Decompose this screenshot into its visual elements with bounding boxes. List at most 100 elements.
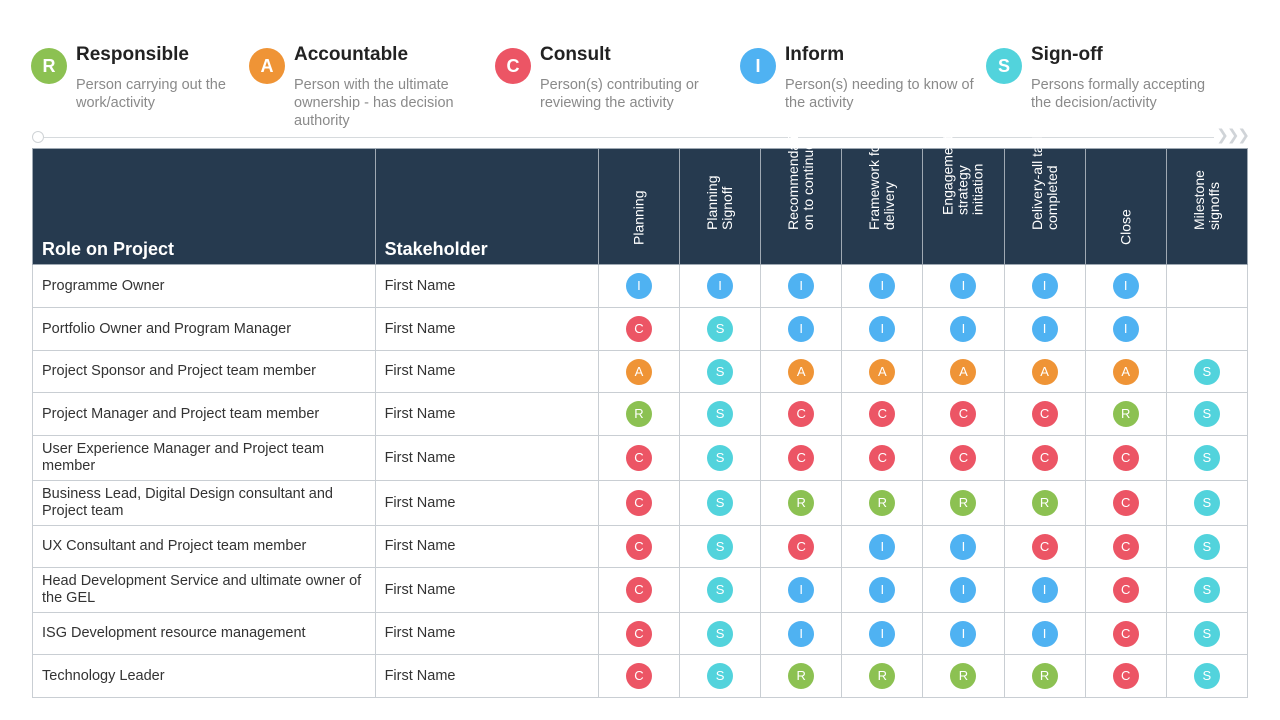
raci-badge-r: R bbox=[1031, 490, 1058, 516]
stakeholder-cell: First Name bbox=[374, 612, 599, 655]
role-cell: Project Sponsor and Project team member bbox=[32, 350, 376, 393]
raci-badge-c: C bbox=[1112, 663, 1139, 689]
table-row: Head Development Service and ultimate ow… bbox=[32, 567, 1249, 613]
raci-badge-s: S bbox=[707, 401, 734, 427]
raci-cell: S bbox=[1165, 525, 1249, 568]
raci-badge-i: I bbox=[1031, 620, 1058, 647]
raci-legend: R Responsible Person carrying out the wo… bbox=[0, 0, 1280, 130]
raci-cell: I bbox=[841, 612, 924, 655]
phase-label: Delivery-all tasks completed bbox=[1028, 124, 1060, 230]
raci-cell: A bbox=[597, 350, 681, 393]
role-cell: Head Development Service and ultimate ow… bbox=[32, 567, 376, 613]
raci-cell: S bbox=[679, 654, 762, 698]
raci-badge-c: C bbox=[1112, 445, 1139, 471]
phase-header-planning-signoff: Planning Signoff bbox=[679, 148, 762, 265]
raci-cell: I bbox=[922, 525, 1005, 568]
stakeholder-cell: First Name bbox=[374, 567, 599, 613]
raci-badge-c: C bbox=[1112, 533, 1139, 560]
table-header-row: Role on Project Stakeholder Planning Pla… bbox=[32, 124, 1249, 265]
raci-badge-r: R bbox=[788, 663, 815, 689]
stakeholder-cell: First Name bbox=[374, 264, 599, 308]
legend-description: Persons formally accepting the decision/… bbox=[1031, 77, 1206, 111]
raci-cell: S bbox=[1165, 435, 1249, 481]
raci-badge-c: C bbox=[869, 445, 896, 471]
raci-badge-i: I bbox=[788, 273, 815, 299]
stakeholder-cell: First Name bbox=[374, 435, 599, 481]
raci-badge-r: R bbox=[1031, 663, 1058, 689]
role-column-header: Role on Project bbox=[32, 148, 376, 265]
raci-cell: I bbox=[597, 264, 681, 308]
raci-badge-c: C bbox=[1112, 490, 1139, 516]
raci-cell bbox=[1165, 264, 1249, 308]
raci-cell: I bbox=[922, 612, 1005, 655]
legend-title: Responsible bbox=[76, 44, 189, 65]
raci-cell: C bbox=[841, 435, 924, 481]
stakeholder-cell: First Name bbox=[374, 525, 599, 568]
role-cell: ISG Development resource management bbox=[32, 612, 376, 655]
raci-cell: A bbox=[760, 350, 843, 393]
legend-badge-r: R bbox=[31, 48, 67, 84]
raci-cell: S bbox=[1165, 392, 1249, 436]
raci-badge-s: S bbox=[707, 620, 734, 647]
raci-badge-i: I bbox=[625, 273, 652, 299]
raci-badge-i: I bbox=[869, 273, 896, 299]
raci-cell: I bbox=[1003, 264, 1086, 308]
legend-description: Person(s) contributing or reviewing the … bbox=[540, 77, 699, 111]
raci-cell: C bbox=[597, 654, 681, 698]
raci-badge-i: I bbox=[950, 533, 977, 560]
raci-cell: I bbox=[1003, 567, 1086, 613]
raci-badge-i: I bbox=[1112, 316, 1139, 342]
raci-badge-i: I bbox=[1031, 577, 1058, 603]
raci-cell: C bbox=[1084, 612, 1167, 655]
raci-badge-c: C bbox=[788, 401, 815, 427]
stakeholder-cell: First Name bbox=[374, 654, 599, 698]
phase-label: Engagement strategy initiation bbox=[939, 135, 986, 215]
raci-cell: S bbox=[1165, 350, 1249, 393]
raci-badge-a: A bbox=[1112, 358, 1139, 385]
raci-cell: S bbox=[679, 350, 762, 393]
raci-cell: I bbox=[760, 307, 843, 351]
raci-cell: S bbox=[679, 307, 762, 351]
raci-cell: C bbox=[1003, 435, 1086, 481]
raci-cell: C bbox=[597, 480, 681, 526]
raci-badge-c: C bbox=[1031, 445, 1058, 471]
raci-badge-a: A bbox=[869, 358, 896, 385]
raci-cell: I bbox=[679, 264, 762, 308]
raci-cell: C bbox=[922, 435, 1005, 481]
raci-cell: R bbox=[841, 654, 924, 698]
raci-cell: C bbox=[1084, 525, 1167, 568]
phase-label: Planning Signoff bbox=[704, 175, 736, 231]
raci-badge-i: I bbox=[869, 533, 896, 560]
table-row: Project Manager and Project team member F… bbox=[32, 392, 1249, 436]
role-cell: Programme Owner bbox=[32, 264, 376, 308]
timeline-line bbox=[44, 137, 1214, 138]
raci-cell: S bbox=[679, 480, 762, 526]
raci-cell: C bbox=[1084, 654, 1167, 698]
phase-label: Recommendati on to continue bbox=[785, 135, 817, 230]
legend-title: Consult bbox=[540, 44, 611, 65]
raci-badge-c: C bbox=[1031, 533, 1058, 560]
raci-cell: I bbox=[1084, 264, 1167, 308]
raci-cell: A bbox=[841, 350, 924, 393]
raci-badge-r: R bbox=[625, 401, 652, 427]
raci-cell: A bbox=[1084, 350, 1167, 393]
table-body: Programme Owner First Name I I I I I I I Portfoli… bbox=[32, 264, 1249, 698]
raci-cell: I bbox=[760, 612, 843, 655]
raci-cell: C bbox=[1084, 480, 1167, 526]
raci-cell: I bbox=[1003, 612, 1086, 655]
raci-cell: C bbox=[1003, 525, 1086, 568]
raci-cell: R bbox=[1003, 480, 1086, 526]
raci-cell: I bbox=[922, 264, 1005, 308]
legend-badge-a: A bbox=[249, 48, 285, 84]
raci-badge-c: C bbox=[625, 533, 652, 560]
raci-cell: I bbox=[1084, 307, 1167, 351]
legend-title: Sign-off bbox=[1031, 44, 1103, 65]
raci-cell: I bbox=[841, 307, 924, 351]
raci-badge-i: I bbox=[1031, 273, 1058, 299]
raci-cell: S bbox=[1165, 612, 1249, 655]
legend-badge-i: I bbox=[740, 48, 776, 84]
table-row: Programme Owner First Name I I I I I I I bbox=[32, 264, 1249, 308]
raci-badge-c: C bbox=[869, 401, 896, 427]
raci-cell: I bbox=[841, 525, 924, 568]
stakeholder-cell: First Name bbox=[374, 350, 599, 393]
